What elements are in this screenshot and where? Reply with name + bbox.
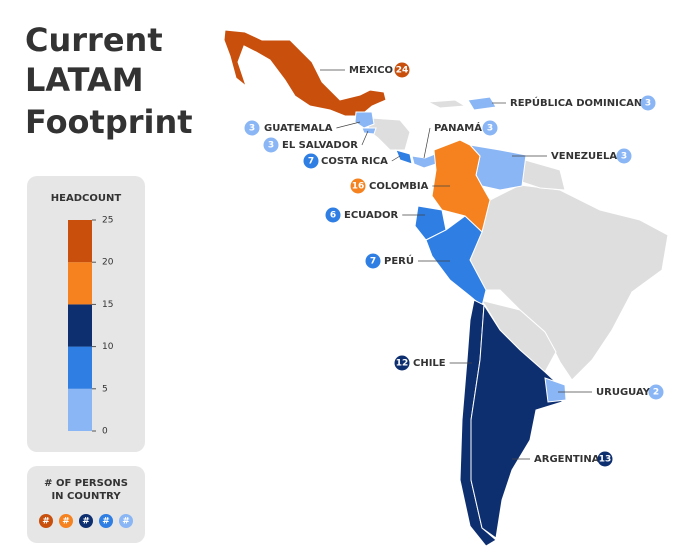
key-symbol: # [62,517,70,527]
country-name: ECUADOR [344,210,399,221]
count-badge [325,207,341,223]
count-label: 16 [352,182,365,192]
title-line: Footprint [25,103,193,141]
count-label: 3 [621,152,627,162]
country-name: PANAMÁ [434,121,482,134]
key-dot [79,514,93,528]
key-symbol: # [102,517,110,527]
leader-line [336,121,361,129]
count-label: 24 [396,66,409,76]
country-name: EL SALVADOR [282,140,358,151]
country-name: MEXICO [349,65,393,76]
legend-tick-label: 0 [102,427,108,437]
country-shape [354,111,375,129]
country-shape [361,127,377,135]
country-shape [467,96,497,111]
count-badge [350,178,366,194]
count-badge [263,137,279,153]
legend-tick-label: 20 [102,258,114,268]
count-label: 3 [487,124,493,134]
country-shape [425,215,487,307]
count-badge [648,384,664,400]
count-badge [482,120,498,136]
country-name: PERÚ [384,254,414,267]
count-label: 3 [249,124,255,134]
legend-tick-label: 25 [102,216,113,226]
title-line: LATAM [25,61,144,99]
leader-line [361,130,369,146]
key-dot [39,514,53,528]
count-label: 13 [599,455,612,465]
country-name: REPÚBLICA DOMINICANA [510,96,650,109]
country-shape [544,377,567,403]
legend-band [68,262,92,305]
country-name: ARGENTINA [534,454,600,465]
key-dot [99,514,113,528]
country-name: COLOMBIA [369,181,429,192]
key-panel [27,466,145,543]
count-label: 7 [370,257,376,267]
title: Current LATAM Footprint [25,21,193,141]
legend-scale: 0 5 10 15 20 25 [68,216,114,437]
legend-title: HEADCOUNT [51,193,122,204]
country-shape [521,159,566,191]
count-label: 2 [653,388,659,398]
leader-line [423,127,431,159]
leader-line [391,155,401,162]
count-badge [244,120,260,136]
count-label: 12 [396,359,409,369]
count-badge [640,95,656,111]
key-symbol: # [42,517,50,527]
country-name: COSTA RICA [321,156,388,167]
legend-tick-label: 10 [102,342,114,352]
key-symbol: # [122,517,130,527]
legend-tick-label: 15 [102,300,113,310]
country-name: URUGUAY [596,387,651,398]
legend-band [68,220,92,263]
count-badge [616,148,632,164]
count-badge [394,62,410,78]
count-badge [303,153,319,169]
title-line: Current [25,21,163,59]
legend-band [68,388,92,431]
country-shape [411,153,437,169]
key-title: IN COUNTRY [51,491,121,502]
count-badge [597,451,613,467]
country-name: CHILE [413,358,446,369]
legend-tick-label: 5 [102,384,108,394]
legend-band [68,346,92,389]
count-label: 3 [268,141,274,151]
country-name: VENEZUELA [551,151,617,162]
key-symbol: # [82,517,90,527]
key-dot [59,514,73,528]
legend-band [68,304,92,347]
country-shape [223,29,387,117]
count-label: 3 [645,99,651,109]
count-badge [394,355,410,371]
count-badge [365,253,381,269]
count-label: 7 [308,157,314,167]
key-symbols: # # # # # [39,514,133,528]
country-shape [426,99,467,109]
key-title: # OF PERSONS [44,478,128,489]
key-dot [119,514,133,528]
country-shape [431,139,491,233]
count-label: 6 [330,211,336,221]
country-name: GUATEMALA [264,123,333,134]
country-shape [470,303,563,539]
map [223,29,669,547]
